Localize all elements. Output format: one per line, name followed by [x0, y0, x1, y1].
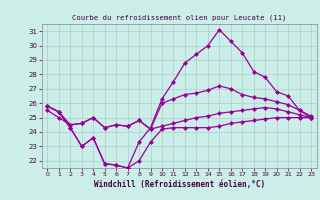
X-axis label: Windchill (Refroidissement éolien,°C): Windchill (Refroidissement éolien,°C)	[94, 180, 265, 189]
Title: Courbe du refroidissement olien pour Leucate (11): Courbe du refroidissement olien pour Leu…	[72, 15, 286, 21]
